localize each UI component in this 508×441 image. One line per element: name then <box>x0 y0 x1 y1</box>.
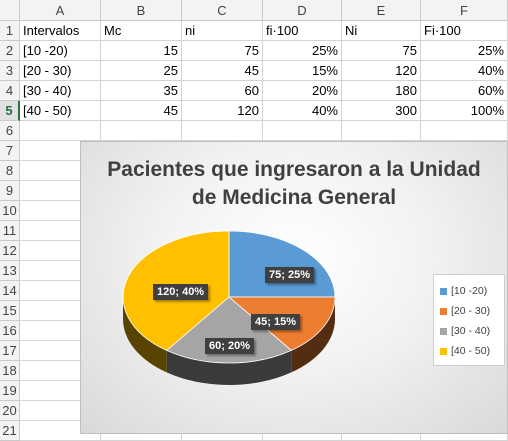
pie-slice[interactable] <box>228 230 336 298</box>
data-cell[interactable]: 45 <box>101 101 182 121</box>
row-header-2[interactable]: 2 <box>0 41 20 61</box>
row-header-20[interactable]: 20 <box>0 401 20 421</box>
legend-label: [20 - 30) <box>451 305 491 317</box>
header-cell[interactable]: Ni <box>342 21 421 41</box>
pie-slice-side <box>291 297 335 373</box>
row-header-6[interactable]: 6 <box>0 121 20 141</box>
column-header-b[interactable]: B <box>101 0 182 21</box>
row-header-10[interactable]: 10 <box>0 201 20 221</box>
data-cell[interactable]: [40 - 50) <box>20 101 101 121</box>
legend-label: [10 -20) <box>451 285 488 297</box>
data-cell[interactable]: [20 - 30) <box>20 61 101 81</box>
legend-item[interactable]: [20 - 30) <box>440 305 490 317</box>
empty-cell[interactable] <box>101 121 182 141</box>
data-cell[interactable]: 75 <box>182 41 263 61</box>
row-header-17[interactable]: 17 <box>0 341 20 361</box>
select-all-corner[interactable] <box>0 0 20 21</box>
row-header-9[interactable]: 9 <box>0 181 20 201</box>
row-header-3[interactable]: 3 <box>0 61 20 81</box>
data-cell[interactable]: 75 <box>342 41 421 61</box>
legend-label: [40 - 50) <box>451 345 491 357</box>
row-header-21[interactable]: 21 <box>0 421 20 441</box>
row-header-18[interactable]: 18 <box>0 361 20 381</box>
empty-cell[interactable] <box>421 121 508 141</box>
data-cell[interactable]: 180 <box>342 81 421 101</box>
data-cell[interactable]: 35 <box>101 81 182 101</box>
row-header-8[interactable]: 8 <box>0 161 20 181</box>
header-cell[interactable]: ni <box>182 21 263 41</box>
data-cell[interactable]: 20% <box>263 81 342 101</box>
column-header-a[interactable]: A <box>20 0 101 21</box>
data-cell[interactable]: 25 <box>101 61 182 81</box>
header-cell[interactable]: Intervalos <box>20 21 101 41</box>
empty-cell[interactable] <box>263 121 342 141</box>
row-header-13[interactable]: 13 <box>0 261 20 281</box>
empty-cell[interactable] <box>342 121 421 141</box>
row-header-7[interactable]: 7 <box>0 141 20 161</box>
pie-slice-side <box>123 297 167 373</box>
row-header-1[interactable]: 1 <box>0 21 20 41</box>
data-cell[interactable]: [30 - 40) <box>20 81 101 101</box>
header-cell[interactable]: Mc <box>101 21 182 41</box>
data-label: 45; 15% <box>251 314 300 330</box>
row-header-15[interactable]: 15 <box>0 301 20 321</box>
pie-slice-side <box>166 350 292 385</box>
empty-cell[interactable] <box>20 121 101 141</box>
chart-title-line-2: de Medicina General <box>191 186 397 209</box>
column-header-d[interactable]: D <box>263 0 342 21</box>
chart-legend[interactable]: [10 -20) [20 - 30) [30 - 40) [40 - 50) <box>433 274 505 366</box>
data-cell[interactable]: 15% <box>263 61 342 81</box>
data-cell[interactable]: 40% <box>263 101 342 121</box>
column-header-f[interactable]: F <box>421 0 508 21</box>
legend-label: [30 - 40) <box>451 325 491 337</box>
row-header-12[interactable]: 12 <box>0 241 20 261</box>
pie-slice[interactable] <box>165 296 293 364</box>
legend-swatch <box>440 307 447 315</box>
column-header-e[interactable]: E <box>342 0 421 21</box>
legend-item[interactable]: [40 - 50) <box>440 345 490 357</box>
data-cell[interactable]: 40% <box>421 61 508 81</box>
empty-cell[interactable] <box>182 121 263 141</box>
column-header-c[interactable]: C <box>182 0 263 21</box>
chart-title-line-1: Pacientes que ingresaron a la Unidad <box>107 158 481 181</box>
data-cell[interactable]: 60% <box>421 81 508 101</box>
row-header-14[interactable]: 14 <box>0 281 20 301</box>
header-cell[interactable]: fi·100 <box>263 21 342 41</box>
data-cell[interactable]: 60 <box>182 81 263 101</box>
header-cell[interactable]: Fi·100 <box>421 21 508 41</box>
legend-swatch <box>440 287 447 295</box>
data-label: 120; 40% <box>153 284 209 300</box>
legend-swatch <box>440 347 447 355</box>
row-header-5[interactable]: 5 <box>0 101 20 121</box>
row-header-4[interactable]: 4 <box>0 81 20 101</box>
data-cell[interactable]: 120 <box>182 101 263 121</box>
row-header-16[interactable]: 16 <box>0 321 20 341</box>
data-cell[interactable]: 300 <box>342 101 421 121</box>
data-cell[interactable]: 120 <box>342 61 421 81</box>
data-cell[interactable]: 15 <box>101 41 182 61</box>
data-cell[interactable]: 45 <box>182 61 263 81</box>
data-cell[interactable]: 25% <box>263 41 342 61</box>
pie-chart[interactable]: Pacientes que ingresaron a la Unidad de … <box>80 141 508 434</box>
data-cell[interactable]: [10 -20) <box>20 41 101 61</box>
data-label: 60; 20% <box>205 338 254 354</box>
legend-item[interactable]: [10 -20) <box>440 285 487 297</box>
row-header-11[interactable]: 11 <box>0 221 20 241</box>
legend-item[interactable]: [30 - 40) <box>440 325 490 337</box>
row-header-19[interactable]: 19 <box>0 381 20 401</box>
legend-swatch <box>440 327 447 335</box>
data-label: 75; 25% <box>265 267 314 283</box>
data-cell[interactable]: 25% <box>421 41 508 61</box>
data-cell[interactable]: 100% <box>421 101 508 121</box>
